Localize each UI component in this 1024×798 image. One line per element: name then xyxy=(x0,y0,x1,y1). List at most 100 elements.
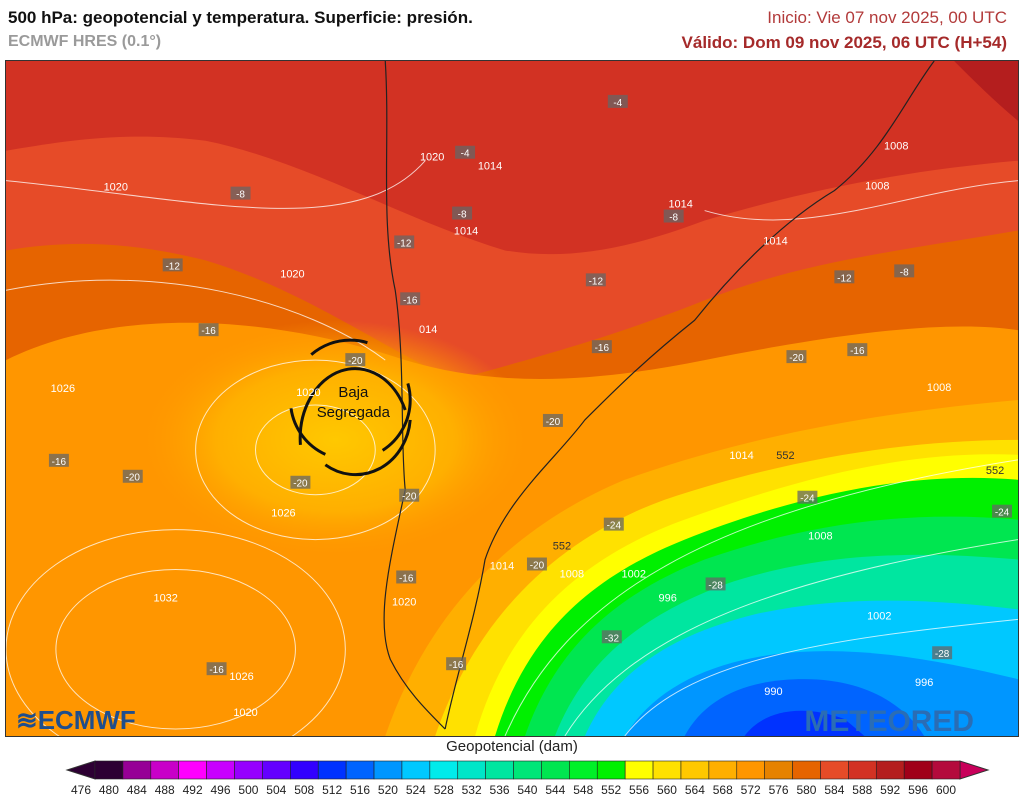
colorbar-under-arrow xyxy=(65,760,96,780)
colorbar-swatch xyxy=(234,760,263,780)
colorbar-swatch xyxy=(94,760,124,780)
colorbar-swatch xyxy=(429,760,459,780)
weather-map[interactable]: Baja Segregada 1020 1020 1014 1014 1020 1026 1… xyxy=(5,60,1019,737)
svg-text:-20: -20 xyxy=(530,561,545,572)
colorbar-tick: 500 xyxy=(238,783,258,797)
colorbar-swatch xyxy=(541,760,570,780)
temperature-label: -16 xyxy=(400,292,421,306)
temperature-label: -4 xyxy=(607,94,628,109)
meteored-logo: METEORED xyxy=(804,705,974,737)
colorbar-swatch xyxy=(206,760,235,780)
geopotential-label: 552 xyxy=(553,541,571,553)
pressure-label: 1008 xyxy=(865,181,889,193)
colorbar-swatch xyxy=(680,760,710,780)
colorbar-swatch xyxy=(848,760,877,780)
svg-text:-4: -4 xyxy=(613,98,622,109)
pressure-label: 1020 xyxy=(233,707,257,719)
temperature-label: -16 xyxy=(396,570,417,584)
colorbar-tick: 532 xyxy=(462,783,482,797)
svg-text:-16: -16 xyxy=(201,326,216,337)
temperature-label: -16 xyxy=(48,453,69,468)
init-time: Inicio: Vie 07 nov 2025, 00 UTC xyxy=(767,8,1007,27)
svg-text:-20: -20 xyxy=(293,479,308,490)
pressure-label: 1002 xyxy=(867,610,891,622)
colorbar-tick: 484 xyxy=(127,783,147,797)
colorbar-swatch xyxy=(122,760,152,780)
colorbar-tick: 492 xyxy=(183,783,203,797)
colorbar-swatch xyxy=(764,760,793,780)
pressure-label: 1014 xyxy=(763,235,787,247)
colorbar-swatch xyxy=(457,760,486,780)
colorbar-swatch xyxy=(485,760,514,780)
colorbar-tick: 488 xyxy=(155,783,175,797)
svg-text:-8: -8 xyxy=(236,190,245,201)
temperature-label: -20 xyxy=(786,350,807,364)
temperature-label: -16 xyxy=(206,662,227,676)
colorbar-tick: 580 xyxy=(796,783,816,797)
colorbar-tick: 572 xyxy=(741,783,761,797)
pressure-label: 1020 xyxy=(420,152,444,164)
temperature-label: -20 xyxy=(526,557,547,572)
colorbar-tick: 544 xyxy=(545,783,565,797)
temperature-label: -12 xyxy=(162,258,183,272)
temperature-label: -16 xyxy=(446,657,467,671)
temperature-label: -12 xyxy=(834,270,855,284)
pressure-label: 1020 xyxy=(104,182,128,194)
svg-text:-20: -20 xyxy=(546,417,561,428)
svg-text:-20: -20 xyxy=(348,356,363,367)
temperature-label: -8 xyxy=(230,186,251,201)
svg-text:-12: -12 xyxy=(589,276,604,287)
colorbar-tick: 520 xyxy=(378,783,398,797)
svg-text:-12: -12 xyxy=(837,273,852,284)
pressure-label: 1020 xyxy=(392,596,416,608)
colorbar-tick: 588 xyxy=(852,783,872,797)
colorbar-tick: 552 xyxy=(601,783,621,797)
colorbar-tick: 568 xyxy=(713,783,733,797)
pressure-label: 1008 xyxy=(884,141,908,153)
temperature-label: -20 xyxy=(290,475,311,490)
geopotential-label: 552 xyxy=(776,450,794,462)
colorbar-tick: 592 xyxy=(880,783,900,797)
annotation-line2: Segregada xyxy=(317,404,391,421)
temperature-label: -32 xyxy=(601,630,622,644)
temperature-label: -12 xyxy=(394,235,415,249)
svg-text:-20: -20 xyxy=(789,353,804,364)
colorbar-swatch xyxy=(708,760,738,780)
temperature-label: -20 xyxy=(122,469,143,484)
pressure-label: 990 xyxy=(764,686,782,698)
colorbar-tick: 584 xyxy=(824,783,844,797)
svg-text:-8: -8 xyxy=(900,267,909,278)
colorbar-tick: 600 xyxy=(936,783,956,797)
map-title: 500 hPa: geopotencial y temperatura. Sup… xyxy=(8,8,473,27)
band-584 xyxy=(6,61,1018,255)
colorbar-swatch xyxy=(596,760,626,780)
colorbar-tick: 516 xyxy=(350,783,370,797)
pressure-label: 1008 xyxy=(927,382,951,394)
colorbar-tick: 480 xyxy=(99,783,119,797)
colorbar-tick: 536 xyxy=(490,783,510,797)
colorbar-swatch xyxy=(652,760,682,780)
colorbar-tick: 560 xyxy=(657,783,677,797)
colorbar-swatch xyxy=(875,760,905,780)
pressure-label: 1014 xyxy=(668,199,692,211)
colorbar-tick: 508 xyxy=(294,783,314,797)
svg-text:-32: -32 xyxy=(605,633,620,644)
colorbar-title: Geopotencial (dam) xyxy=(446,738,578,755)
pressure-label: 1014 xyxy=(490,560,514,572)
svg-text:-16: -16 xyxy=(449,660,464,671)
pressure-label: 1002 xyxy=(622,568,646,580)
temperature-label: -20 xyxy=(399,488,420,503)
baja-segregada-annotation: Baja Segregada xyxy=(288,338,412,477)
temperature-label: -24 xyxy=(797,490,818,505)
pressure-label: 996 xyxy=(915,677,933,689)
temperature-label: -20 xyxy=(542,413,563,428)
colorbar-tick: 512 xyxy=(322,783,342,797)
colorbar-tick: 596 xyxy=(908,783,928,797)
pressure-label: 1032 xyxy=(153,592,177,604)
pressure-label: 1026 xyxy=(51,383,75,395)
colorbar-tick: 476 xyxy=(71,783,91,797)
colorbar-swatch xyxy=(513,760,542,780)
colorbar-swatch xyxy=(624,760,654,780)
colorbar-tick: 504 xyxy=(266,783,286,797)
cut-off-low-core xyxy=(135,320,535,560)
